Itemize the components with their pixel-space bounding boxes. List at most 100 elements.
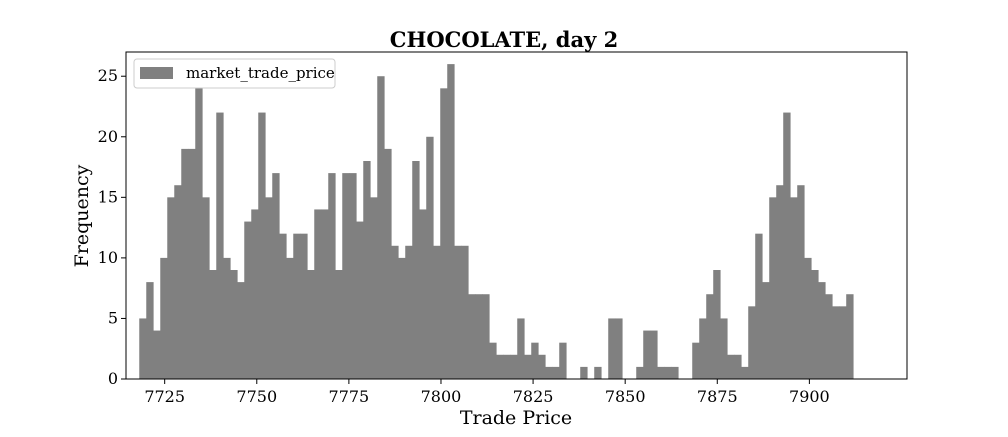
x-tick-label: 7825 [513, 387, 554, 406]
histogram-bar [153, 330, 161, 379]
histogram-bar [615, 318, 623, 379]
chart-title: CHOCOLATE, day 2 [390, 27, 618, 52]
histogram-bar [783, 112, 791, 379]
histogram-bar [433, 245, 441, 379]
histogram-bar [608, 318, 616, 379]
histogram-bar [447, 64, 455, 380]
histogram-bar [426, 136, 434, 379]
histogram-bar [797, 185, 805, 379]
x-axis-label: Trade Price [460, 407, 572, 429]
histogram-bar [657, 366, 665, 379]
histogram-bar [146, 282, 154, 379]
histogram-bar [825, 294, 833, 379]
histogram-bar [545, 366, 553, 379]
histogram-bar [391, 245, 399, 379]
histogram-bar [748, 306, 756, 379]
histogram-bar [314, 209, 322, 379]
histogram-bar [412, 161, 420, 379]
histogram-bar [538, 354, 546, 379]
histogram-bar [692, 342, 700, 379]
histogram-bar [202, 197, 210, 379]
histogram-bar [167, 197, 175, 379]
histogram-bar [832, 306, 840, 379]
y-axis-ticks: 0 5 10 15 20 25 [98, 66, 126, 388]
histogram-bar [636, 366, 644, 379]
histogram-bar [440, 88, 448, 379]
histogram-bar [517, 318, 525, 379]
histogram-bar [216, 112, 224, 379]
histogram-bar [559, 342, 567, 379]
histogram-bar [384, 148, 392, 379]
histogram-bar [188, 148, 196, 379]
histogram-bar [286, 257, 294, 379]
y-tick-label: 25 [98, 66, 118, 85]
histogram-bar [174, 185, 182, 379]
histogram-bar [762, 282, 770, 379]
histogram-bar [335, 270, 343, 379]
histogram-bar [580, 366, 588, 379]
x-tick-label: 7875 [697, 387, 738, 406]
histogram-bar [804, 257, 812, 379]
histogram-bar [300, 233, 308, 379]
histogram-bar [251, 209, 259, 379]
histogram-bar [531, 342, 539, 379]
histogram-bar [195, 76, 203, 379]
y-tick-label: 20 [98, 127, 118, 146]
x-tick-label: 7900 [789, 387, 830, 406]
histogram-bar [468, 294, 476, 379]
histogram-bar [363, 161, 371, 379]
plot-frame [125, 51, 908, 380]
histogram-bar [664, 366, 672, 379]
histogram-bar [510, 354, 518, 379]
histogram-bar [755, 233, 763, 379]
histogram-bar [272, 173, 280, 379]
histogram-bar [475, 294, 483, 379]
y-tick-label: 15 [98, 187, 118, 206]
histogram-bar [839, 306, 847, 379]
legend-box [133, 58, 336, 89]
x-tick-label: 7800 [421, 387, 462, 406]
histogram-bar [398, 257, 406, 379]
y-tick-label: 10 [98, 248, 118, 267]
histogram-bar [594, 366, 602, 379]
histogram-bar [349, 173, 357, 379]
histogram-bar [419, 209, 427, 379]
histogram-bar [734, 354, 742, 379]
histogram-bar [454, 245, 462, 379]
histogram-bar [209, 270, 217, 379]
histogram-bar [461, 245, 469, 379]
histogram-bar [776, 185, 784, 379]
histogram-bar [720, 318, 728, 379]
y-tick-label: 5 [108, 308, 118, 327]
histogram-bar [377, 76, 385, 379]
histogram-bar [671, 366, 679, 379]
histogram-bar [713, 270, 721, 379]
legend: market_trade_price [133, 58, 336, 89]
x-tick-label: 7725 [144, 387, 185, 406]
histogram-bar [769, 197, 777, 379]
histogram-bar [405, 245, 413, 379]
x-tick-label: 7775 [329, 387, 370, 406]
legend-entry-label: market_trade_price [186, 64, 335, 82]
histogram-bar [482, 294, 490, 379]
histogram-bar [293, 233, 301, 379]
histogram-bar [258, 112, 266, 379]
histogram-bar [727, 354, 735, 379]
legend-swatch [140, 67, 173, 79]
histogram-bar [699, 318, 707, 379]
histogram-bar [650, 330, 658, 379]
histogram-bar [790, 197, 798, 379]
histogram-bar [223, 257, 231, 379]
histogram-bar [237, 282, 245, 379]
histogram-bar [846, 294, 854, 379]
histogram-bar [279, 233, 287, 379]
histogram-bar [741, 366, 749, 379]
histogram-bar [160, 257, 168, 379]
histogram-bar [321, 209, 329, 379]
histogram-bar [503, 354, 511, 379]
y-axis-label: Frequency [71, 164, 93, 267]
histogram-bar [328, 173, 336, 379]
histogram-bar [818, 282, 826, 379]
histogram-bars [139, 64, 854, 380]
